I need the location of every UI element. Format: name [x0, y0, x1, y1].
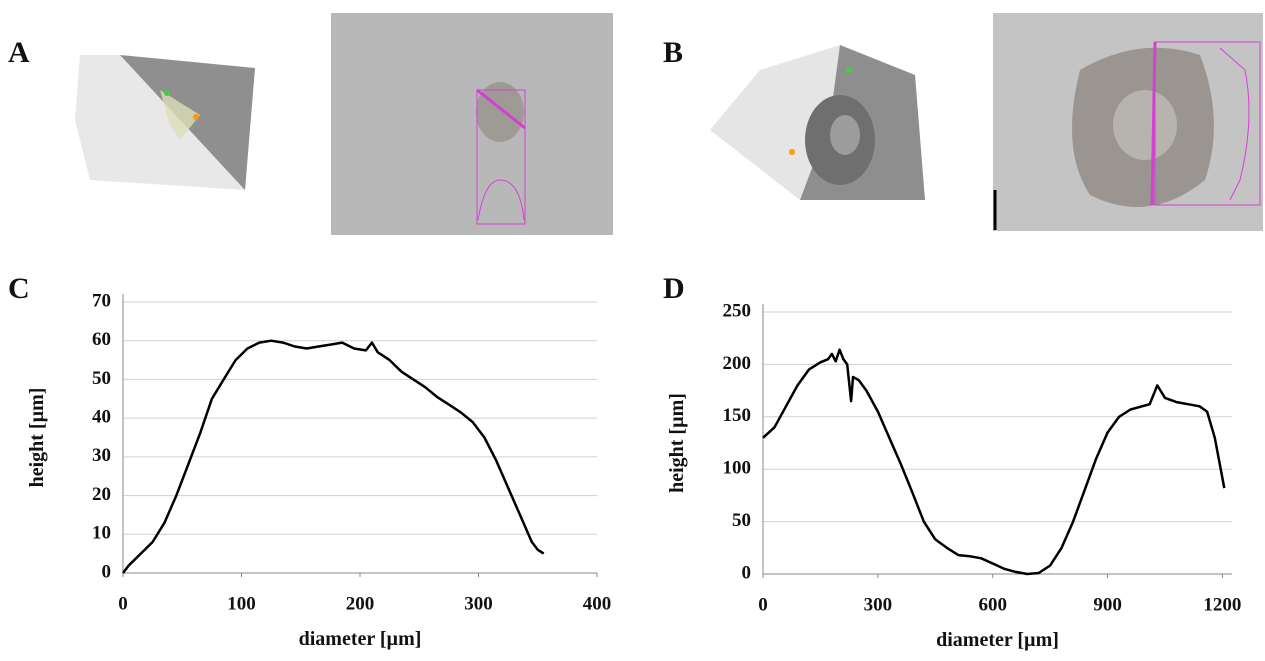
x-tick-label: 300 [464, 593, 493, 614]
panel-label: C [8, 272, 30, 305]
y-tick-label: 0 [102, 561, 112, 582]
x-tick-label: 200 [346, 593, 375, 614]
y-tick-label: 70 [92, 290, 111, 311]
image-b-3d [710, 45, 925, 200]
y-tick-label: 250 [723, 300, 752, 321]
y-tick-label: 50 [732, 510, 751, 531]
x-tick-label: 600 [978, 594, 1007, 615]
y-tick-label: 10 [92, 523, 111, 544]
x-tick-label: 1200 [1203, 594, 1241, 615]
x-axis-label: diameter [µm] [299, 628, 422, 650]
data-line [762, 348, 1226, 576]
panel-label: A [8, 36, 30, 69]
y-tick-label: 0 [742, 562, 752, 583]
x-axis-label: diameter [µm] [936, 629, 1059, 651]
y-tick-label: 50 [92, 368, 111, 389]
x-tick-label: 0 [118, 593, 128, 614]
y-tick-label: 200 [723, 353, 752, 374]
y-axis-label: height [µm] [26, 388, 48, 488]
data-line [122, 339, 545, 574]
y-tick-label: 60 [92, 329, 111, 350]
y-tick-label: 100 [723, 458, 752, 479]
image-a-photo [331, 13, 613, 235]
x-tick-label: 100 [227, 593, 256, 614]
y-tick-label: 30 [92, 445, 111, 466]
y-tick-label: 40 [92, 407, 111, 428]
y-axis-label: height [µm] [666, 393, 688, 493]
x-tick-label: 900 [1093, 594, 1122, 615]
image-a-3d [75, 55, 255, 190]
x-tick-label: 400 [583, 593, 612, 614]
y-tick-label: 150 [723, 405, 752, 426]
image-b-photo [993, 13, 1263, 231]
x-tick-label: 0 [758, 594, 768, 615]
panel-label: B [663, 36, 683, 69]
x-tick-label: 300 [864, 594, 893, 615]
y-tick-label: 20 [92, 484, 111, 505]
panel-label: D [663, 272, 685, 305]
